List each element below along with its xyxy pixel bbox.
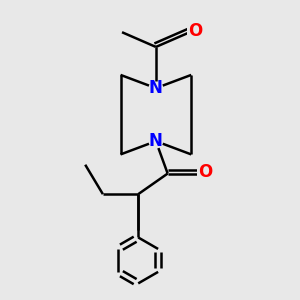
Text: O: O bbox=[188, 22, 202, 40]
Text: O: O bbox=[198, 163, 212, 181]
Text: N: N bbox=[149, 79, 163, 97]
Text: N: N bbox=[149, 132, 163, 150]
